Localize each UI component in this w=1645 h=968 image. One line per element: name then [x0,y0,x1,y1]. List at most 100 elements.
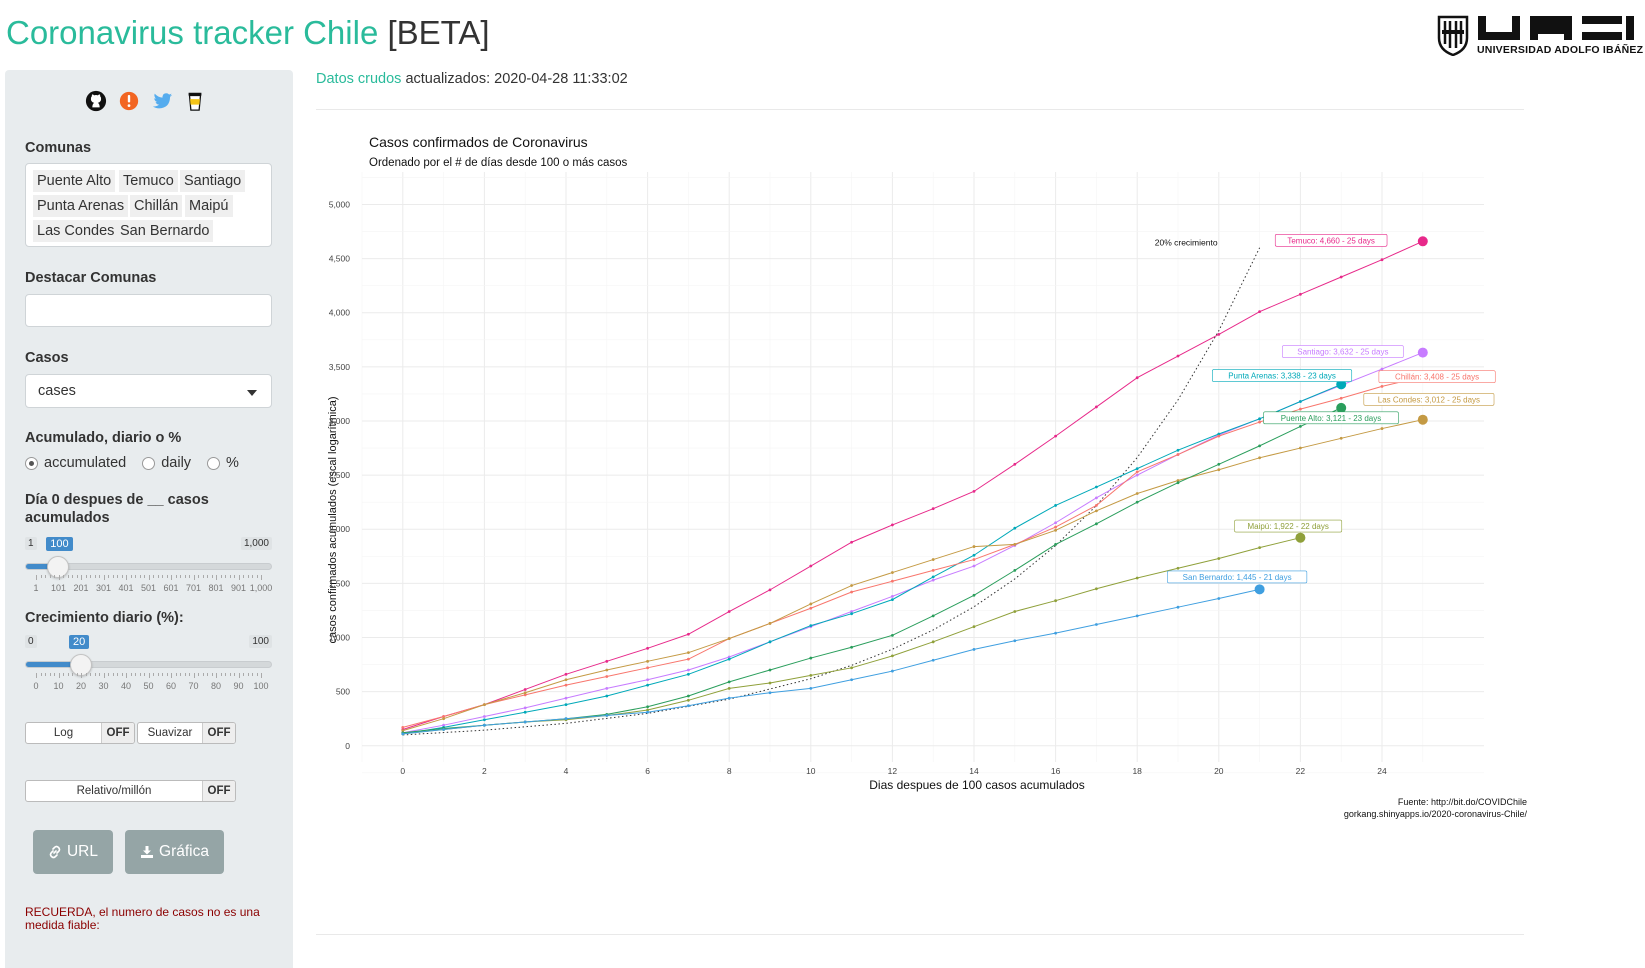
comuna-tag[interactable]: Santiago [180,170,246,192]
datos-crudos-link[interactable]: Datos crudos [316,71,402,87]
series-point [1013,462,1017,466]
series-point [523,710,527,714]
url-button[interactable]: URL [33,830,113,874]
slider-tick [247,673,249,676]
radio-button[interactable] [142,456,156,470]
crecimiento-slider[interactable]: 0 100 20 0 10 20 30 40 50 60 70 80 90 100 [25,635,272,695]
suavizar-toggle[interactable]: Suavizar OFF [137,722,236,744]
series-point [1339,396,1343,400]
series-point [1217,462,1221,466]
comuna-tag[interactable]: Las Condes [33,220,119,242]
slider-tick [99,673,100,676]
slider-tick [220,673,222,676]
radio-button[interactable] [207,456,221,470]
alert-icon[interactable] [118,90,140,112]
casos-select[interactable]: cases [25,374,272,408]
slider-tick [202,673,204,676]
slider-track[interactable] [25,661,272,668]
series-point [931,658,935,662]
series-point [727,655,731,659]
series-point [1258,546,1261,550]
comuna-tag[interactable]: Maipú [185,195,233,217]
series-point [931,507,935,511]
series-point [809,602,813,606]
slider-tick [220,575,222,578]
chart-subtitle: Ordenado por el # de días desde 100 o má… [369,157,628,169]
series-point [646,646,649,650]
series-point [687,651,690,655]
series-point [1054,631,1057,635]
relativo-toggle[interactable]: Relativo/millón OFF [25,780,236,802]
social-icons [85,90,206,112]
slider-tick [85,575,87,578]
github-icon[interactable] [85,90,107,112]
series-point [401,729,405,733]
series-point [972,564,976,568]
log-toggle[interactable]: Log OFF [25,722,135,744]
destacar-input[interactable] [25,294,272,327]
series-point [1095,405,1098,409]
series-point [605,659,609,663]
series-line [402,383,1342,735]
slider-tick [135,673,136,676]
series-point [1339,275,1343,279]
series-point [727,686,731,690]
series-point [605,694,609,698]
series-point [1258,310,1261,314]
comuna-tag[interactable]: Temuco [119,170,178,192]
slider-tick [40,575,42,578]
acumulado-radio-group: accumulated daily % [25,455,255,471]
radio-percent[interactable]: % [207,455,239,471]
series-point [1095,504,1098,507]
series-point [1217,332,1221,336]
slider-tick-label: 90 [233,681,244,691]
series-point [687,632,690,636]
slider-tick-label: 50 [143,681,154,691]
comuna-tag[interactable]: Punta Arenas [33,195,129,217]
series-point [931,558,935,561]
series-point [1217,434,1221,438]
twitter-icon[interactable] [151,90,173,112]
uai-logo: UNIVERSIDAD ADOLFO IBÁÑEZ [1436,12,1643,58]
slider-tick [184,575,186,578]
x-tick-label: 24 [1377,766,1387,776]
slider-tick [54,673,55,676]
dia0-slider[interactable]: 1 1,000 100 1 101 201 301 401 501 601 701 801 901… [25,537,272,597]
series-point [687,704,690,708]
slider-track[interactable] [25,563,272,570]
series-point [1176,605,1180,609]
series-label-box [1234,519,1343,533]
series-point [972,553,976,557]
series-point [1217,468,1221,472]
comuna-tag[interactable]: San Bernardo [116,220,214,242]
app-title: Coronavirus tracker Chile [BETA] [6,10,490,56]
slider-tick [126,673,127,678]
slider-tick [252,673,253,676]
reference-line-path [402,247,1261,736]
radio-button[interactable] [25,456,38,470]
slider-tick [76,673,78,676]
slider-tick [225,673,226,676]
radio-daily[interactable]: daily [142,455,191,471]
slider-tick [157,575,159,578]
x-tick-label: 0 [400,766,405,776]
source-line-1: Fuente: http://bit.do/COVIDChile [1398,797,1527,807]
url-button-label: URL [66,843,98,860]
radio-accumulated[interactable]: accumulated [25,455,126,471]
slider-tick [49,673,51,676]
series-point [727,610,731,613]
slider-handle[interactable] [47,556,70,578]
coffee-icon[interactable] [184,90,206,112]
series-point [727,680,731,684]
comuna-tag[interactable]: Chillán [130,195,183,217]
comuna-tag[interactable]: Puente Alto [33,170,116,192]
slider-tick [256,575,258,578]
slider-tick [193,575,195,580]
chart-title: Casos confirmados de Coronavirus [369,134,588,150]
series-point [605,675,609,678]
series-point [1176,479,1180,482]
y-tick-label: 5,000 [329,199,351,209]
slider-tick [184,673,186,676]
grafica-button[interactable]: Gráfica [125,830,224,874]
series-point [646,710,649,714]
